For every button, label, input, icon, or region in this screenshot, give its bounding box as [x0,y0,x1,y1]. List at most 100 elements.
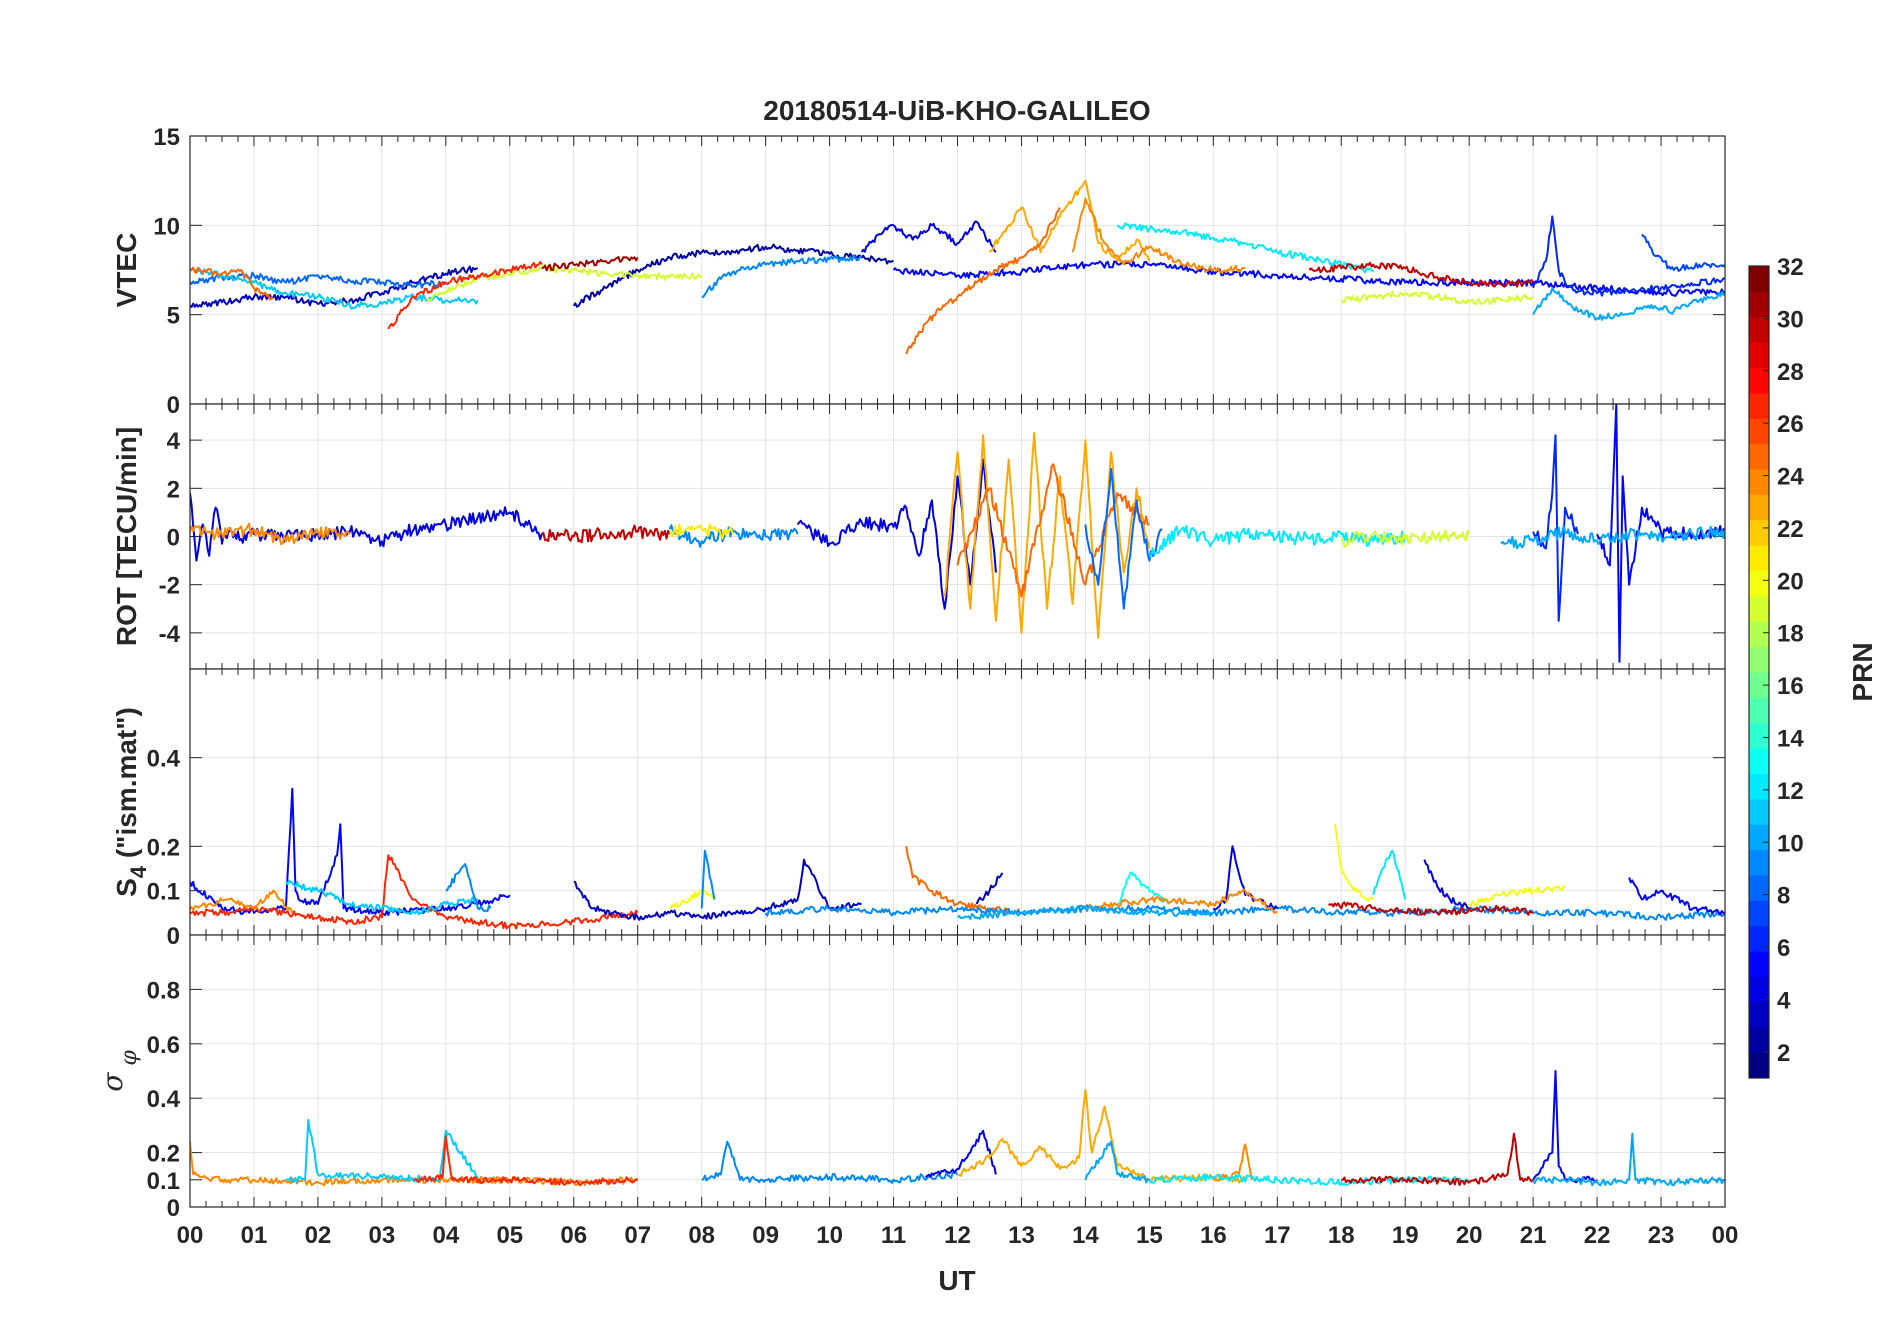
series-line-prn-10 [1084,1140,1150,1184]
x-tick-label: 21 [1520,1222,1547,1249]
series-line-prn-19 [425,264,703,303]
series-line-prn-19 [1340,290,1534,306]
series-line-prn-11 [285,1119,478,1184]
y-tick-label: 0 [167,392,180,419]
series-line-prn-24 [190,522,351,546]
series-line-prn-13 [1116,871,1170,909]
series-line-prn-4 [190,492,543,562]
colorbar-segment [1749,342,1769,368]
series-line-prn-9 [701,1140,959,1184]
series-line-prn-3 [573,858,862,921]
series-line-prn-12 [1148,1173,1471,1187]
series-line-prn-9 [764,904,1725,921]
series-line-prn-9 [445,863,492,913]
series-line-prn-24 [1212,1143,1253,1182]
colorbar-segment [1749,951,1769,977]
x-tick-label: 00 [177,1222,204,1249]
series-line-prn-21 [668,523,735,540]
x-tick-label: 03 [369,1222,396,1249]
colorbar-segment [1749,875,1769,901]
colorbar-tick-label: 22 [1777,516,1804,543]
y-tick-label: 5 [167,303,180,330]
colorbar-tick-label: 12 [1777,778,1804,805]
series-line-prn-25 [190,266,274,301]
series-line-prn-23 [988,179,1151,263]
colorbar-segment [1749,316,1769,343]
series-line-prn-9 [700,849,716,909]
colorbar-segment [1749,545,1769,571]
colorbar-segment [1749,798,1769,825]
x-tick-label: 20 [1456,1222,1483,1249]
series-line-prn-10 [1500,525,1725,550]
colorbar-segment [1749,291,1769,318]
colorbar-segment [1749,570,1769,597]
series-line-prn-12 [1372,849,1407,900]
x-tick-label: 02 [305,1222,332,1249]
colorbar-tick-label: 4 [1777,987,1791,1014]
colorbar-segment [1749,1027,1769,1054]
x-tick-label: 01 [241,1222,268,1249]
x-tick-label: 18 [1328,1222,1355,1249]
series-line-prn-30 [1328,901,1534,916]
series-line-prn-9 [668,524,799,548]
y-axis-label: σ φ [96,1050,142,1092]
colorbar-segment [1749,697,1769,724]
series-line-prn-11 [285,879,479,916]
series-layer [190,1070,1725,1187]
colorbar-tick-label: 2 [1777,1040,1790,1067]
y-axis-label: S4 ("ism.mat") [111,707,151,897]
colorbar-segment [1749,748,1769,774]
y-axis-label: ROT [TECU/min] [111,427,142,646]
colorbar-segment [1749,1001,1769,1028]
y-tick-label: 10 [153,213,180,240]
series-line-prn-20 [668,889,716,910]
series-line-prn-11 [190,267,479,310]
colorbar-tick-label: 28 [1777,359,1804,386]
series-line-prn-25 [956,463,1150,598]
colorbar-tick-label: 14 [1777,725,1804,752]
x-tick-label: 14 [1072,1222,1099,1249]
series-line-prn-20 [1333,824,1374,902]
y-tick-label: 2 [167,476,180,503]
series-line-prn-4 [1423,859,1470,910]
colorbar-segment [1749,266,1769,292]
x-tick-label: 08 [688,1222,715,1249]
series-line-prn-30 [1308,261,1534,288]
colorbar-segment [1749,469,1769,495]
series-line-prn-4 [860,220,997,253]
colorbar-segment [1749,367,1769,394]
colorbar-tick-label: 8 [1777,883,1790,910]
chart-title: 20180514-UiB-KHO-GALILEO [763,95,1150,126]
series-line-prn-30 [541,524,671,544]
y-axis-label: VTEC [111,233,142,308]
y-tick-label: 0.4 [147,746,181,773]
panel-2: -4 -2 0 2 4 ROT [TECU/min] [111,403,1726,670]
y-tick-label: 0 [167,923,180,950]
series-line-prn-27 [413,1135,639,1187]
series-line-prn-7 [1641,233,1725,272]
series-line-prn-24 [1085,888,1278,914]
panel-frame [189,934,1726,1208]
series-layer [190,787,1725,930]
series-line-prn-4 [924,1129,997,1178]
series-line-prn-31 [541,256,639,272]
colorbar-tick-label: 26 [1777,411,1804,438]
colorbar-segment [1749,519,1769,546]
series-line-prn-12 [1116,222,1374,274]
colorbar-tick-label: 24 [1777,464,1804,491]
colorbar-tick-label: 6 [1777,935,1790,962]
colorbar-segment [1749,722,1769,749]
colorbar-segment [1749,392,1769,419]
x-tick-label: 12 [944,1222,971,1249]
series-line-prn-24 [190,889,294,914]
series-line-prn-25 [905,207,1061,355]
x-tick-label: 00 [1712,1222,1739,1249]
series-line-prn-9 [701,254,863,298]
y-tick-label: 0 [167,525,180,552]
y-tick-label: 15 [153,124,180,151]
y-tick-label: 0 [167,1195,180,1222]
y-tick-label: 0.2 [147,1141,180,1168]
series-line-prn-30 [1341,1132,1534,1187]
series-line-prn-20 [1468,885,1566,907]
